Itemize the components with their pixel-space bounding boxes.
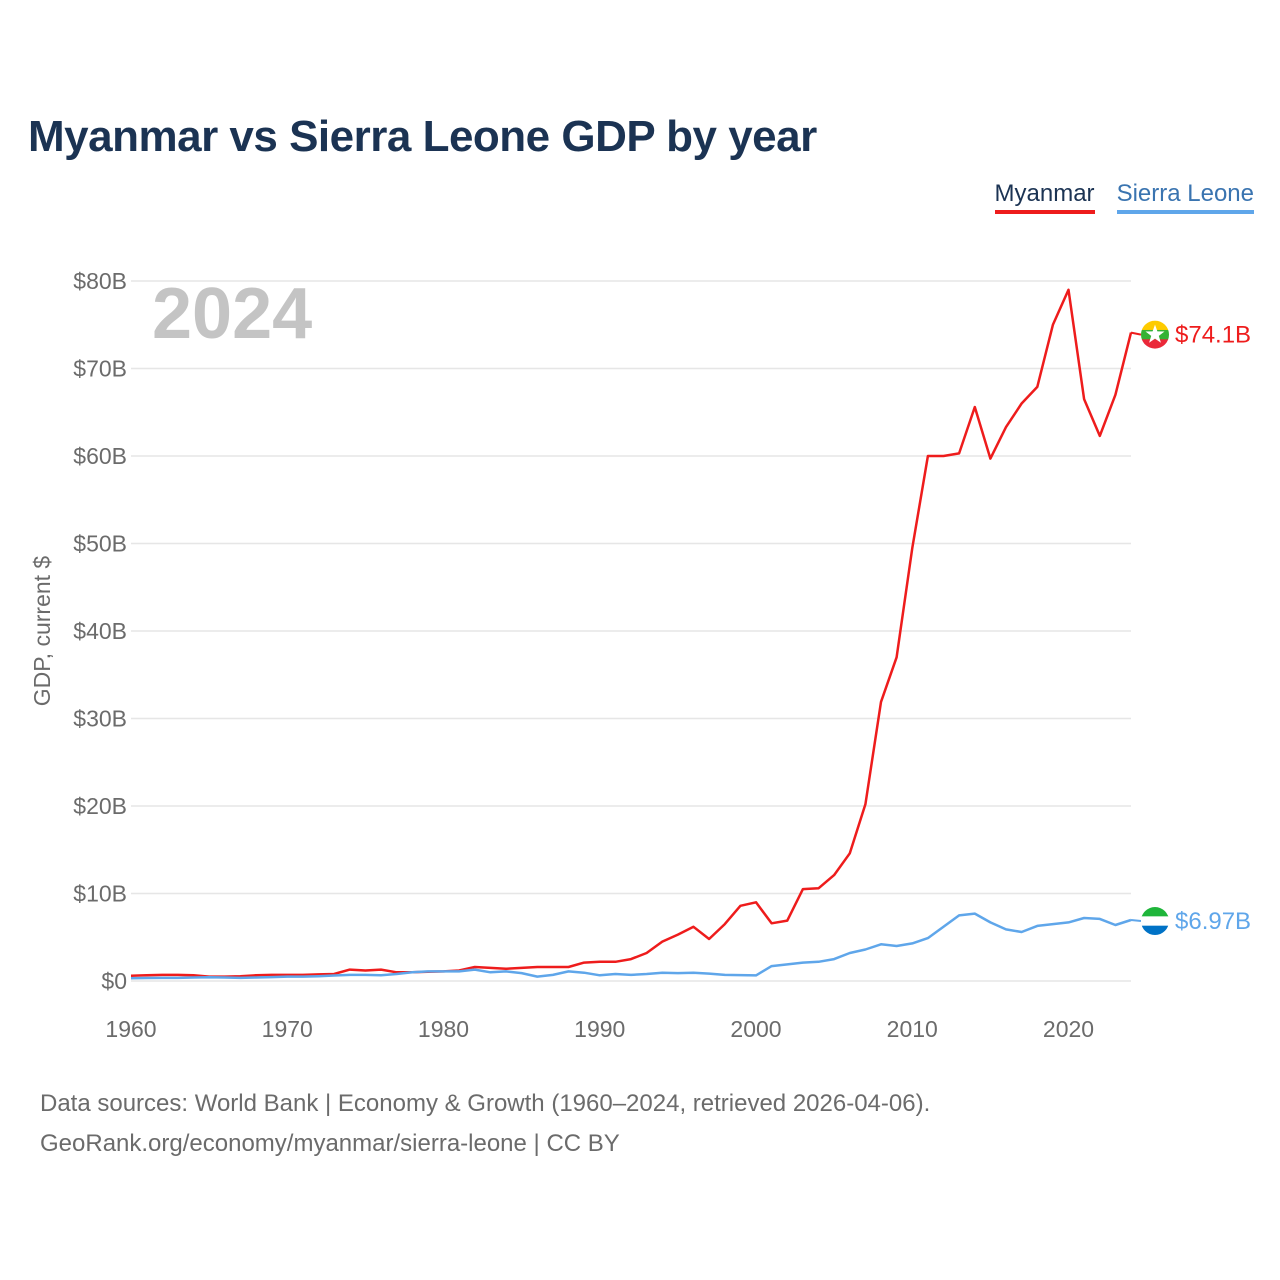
data-source-note: Data sources: World Bank | Economy & Gro…	[40, 1090, 931, 1117]
x-tick-label: 2000	[730, 1016, 781, 1042]
source-link[interactable]: GeoRank.org/economy/myanmar/sierra-leone…	[40, 1130, 620, 1157]
sierra-leone-flag-icon	[1141, 907, 1169, 936]
y-tick-label: $50B	[73, 531, 127, 557]
y-tick-label: $30B	[73, 706, 127, 732]
y-tick-label: $20B	[73, 793, 127, 819]
chart-title: Myanmar vs Sierra Leone GDP by year	[28, 112, 817, 161]
y-tick-label: $70B	[73, 356, 127, 382]
series-line-sierra-leone	[130, 912, 1132, 980]
x-tick-label: 1980	[418, 1016, 469, 1042]
y-axis-title: GDP, current $	[29, 556, 55, 707]
x-tick-label: 1990	[574, 1016, 625, 1042]
y-tick-label: $0	[101, 968, 127, 994]
myanmar-end-value-label: $74.1B	[1175, 322, 1251, 349]
legend-item-myanmar[interactable]: Myanmar	[994, 180, 1095, 214]
myanmar-flag-icon	[1141, 320, 1169, 349]
sierra-leone-end-connector	[1130, 919, 1142, 923]
myanmar-end-connector	[1130, 331, 1142, 336]
x-tick-label: 1960	[105, 1016, 156, 1042]
x-tick-label: 1970	[262, 1016, 313, 1042]
legend: Myanmar Sierra Leone	[994, 180, 1254, 214]
x-tick-label: 2020	[1043, 1016, 1094, 1042]
legend-item-sierra-leone[interactable]: Sierra Leone	[1116, 180, 1254, 214]
y-tick-label: $10B	[73, 881, 127, 907]
sierra-leone-end-value-label: $6.97B	[1175, 908, 1251, 935]
year-watermark: 2024	[152, 274, 312, 354]
series-line-myanmar	[130, 288, 1133, 978]
y-tick-label: $60B	[73, 443, 127, 469]
footer: Data sources: World Bank | Economy & Gro…	[40, 1084, 930, 1164]
x-tick-label: 2010	[887, 1016, 938, 1042]
y-tick-label: $80B	[73, 268, 127, 294]
y-tick-label: $40B	[73, 618, 127, 644]
